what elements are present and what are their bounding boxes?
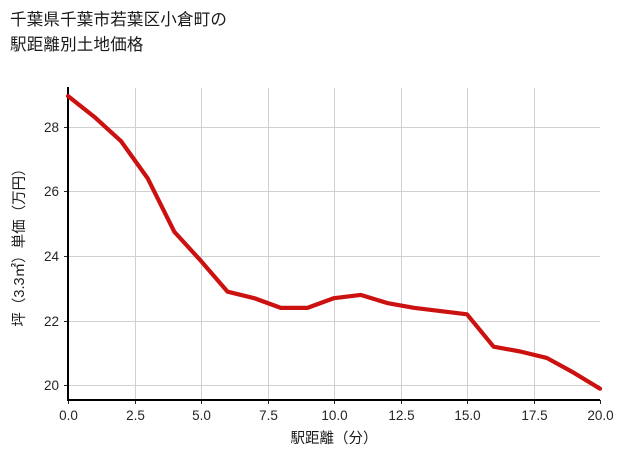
x-axis-tick-labels: 0.0 2.5 5.0 7.5 10.0 12.5 15.0 17.5 20.0 bbox=[59, 408, 614, 423]
x-axis-title: 駅距離（分） bbox=[291, 429, 378, 447]
x-tick-label: 0.0 bbox=[59, 408, 78, 423]
x-tick-label: 20.0 bbox=[587, 408, 613, 423]
tickmarks bbox=[64, 126, 602, 404]
y-axis-tick-labels: 20 22 24 26 28 bbox=[44, 120, 60, 393]
y-tick-label: 20 bbox=[44, 378, 59, 393]
x-tick-label: 15.0 bbox=[454, 408, 480, 423]
y-tick-label: 28 bbox=[44, 120, 59, 135]
x-tick-label: 2.5 bbox=[126, 408, 145, 423]
x-tick-label: 12.5 bbox=[388, 408, 414, 423]
x-tick-label: 10.0 bbox=[321, 408, 347, 423]
chart-title-line-2: 駅距離別土地価格 bbox=[10, 36, 144, 54]
chart-title-line-1: 千葉県千葉市若葉区小倉町の bbox=[10, 11, 228, 29]
x-tick-label: 5.0 bbox=[192, 408, 211, 423]
y-tick-label: 24 bbox=[44, 249, 60, 264]
y-tick-label: 26 bbox=[44, 184, 59, 199]
y-tick-label: 22 bbox=[44, 314, 59, 329]
y-axis-title: 坪（3.3㎡）単価（万円） bbox=[11, 161, 28, 326]
gridlines bbox=[68, 88, 600, 400]
x-tick-label: 7.5 bbox=[259, 408, 278, 423]
price-line-series bbox=[65, 93, 603, 391]
x-tick-label: 17.5 bbox=[521, 408, 547, 423]
chart-title: 千葉県千葉市若葉区小倉町の 駅距離別土地価格 bbox=[10, 8, 610, 58]
axis-spines bbox=[66, 87, 600, 402]
